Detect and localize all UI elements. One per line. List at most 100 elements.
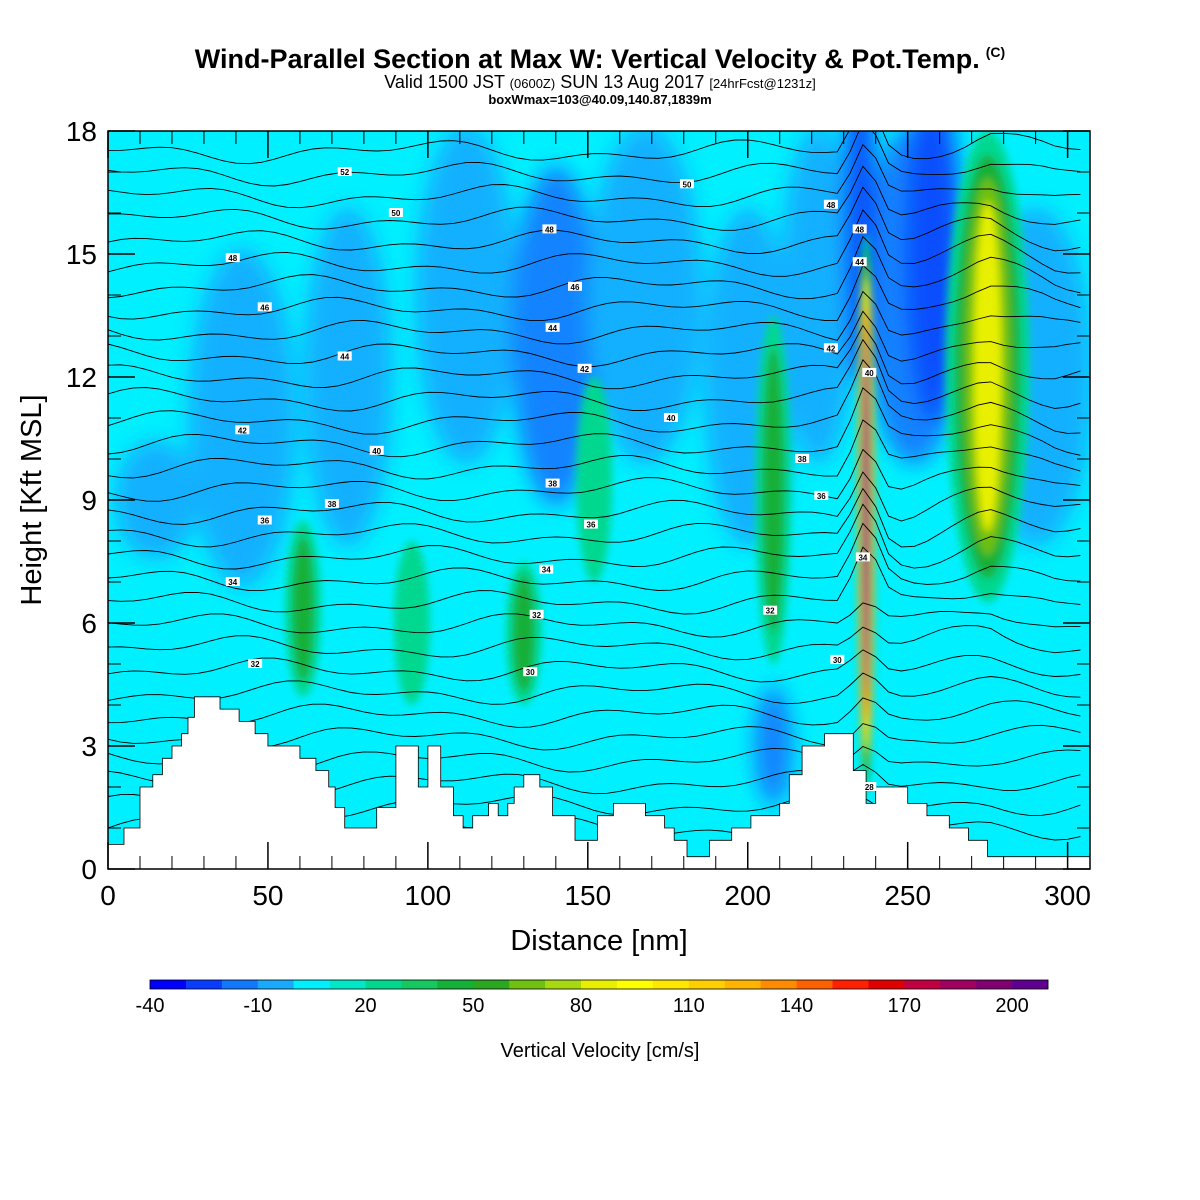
theta-isoline <box>108 448 1081 502</box>
colorbar-swatch <box>293 980 330 989</box>
valid-time: Valid 1500 JST <box>384 72 505 92</box>
isoline-label-bg <box>539 564 554 574</box>
copyright-mark: (C) <box>985 44 1006 60</box>
isoline-label: 34 <box>225 577 240 587</box>
isoline-label-bg <box>577 363 592 373</box>
theta-isoline <box>108 358 1081 435</box>
sinking-region <box>415 131 518 465</box>
colorbar-swatch <box>257 980 294 989</box>
isoline-label: 32 <box>529 609 544 620</box>
sinking-region <box>754 686 793 806</box>
isoline-label-bg <box>225 253 240 263</box>
isoline-label: 40 <box>369 445 384 456</box>
isoline-label: 32 <box>763 605 778 616</box>
isoline-label-bg <box>584 519 599 529</box>
theta-isoline <box>108 264 1081 322</box>
isoline-label: 48 <box>823 199 838 210</box>
y-tick-label: 3 <box>81 731 97 762</box>
isoline-label-bg <box>862 782 877 791</box>
colorbar-swatch <box>545 980 582 989</box>
isoline-label-bg <box>257 302 272 312</box>
colorbar-swatch <box>401 980 438 989</box>
title-main: Wind-Parallel Section at Max W: Vertical… <box>194 44 980 74</box>
isoline-label-bg <box>369 445 384 455</box>
updraft-core <box>945 131 1030 603</box>
theta-isoline <box>108 522 1081 592</box>
isoline-label: 50 <box>388 208 403 218</box>
theta-isoline <box>108 131 1081 165</box>
isoline-label: 44 <box>852 257 867 267</box>
isoline-label-bg <box>337 167 352 176</box>
updraft-band <box>513 574 535 693</box>
updraft-cores <box>285 131 1030 796</box>
isoline-label-text: 50 <box>391 209 400 218</box>
isoline-label-bg <box>852 224 867 234</box>
isoline-label-text: 42 <box>580 365 589 374</box>
colorbar-tick-label: -10 <box>243 995 272 1017</box>
y-tick-label: 0 <box>81 854 97 885</box>
isoline-label-bg <box>852 257 867 267</box>
colorbar-swatch <box>365 980 402 989</box>
isoline-label-bg <box>679 179 694 189</box>
isoline-label-text: 40 <box>865 369 874 378</box>
colorbar-frame <box>149 979 1049 990</box>
isoline-label-text: 48 <box>228 254 237 263</box>
y-tick-label: 12 <box>66 362 97 393</box>
isoline-labels: 52 50 50 48 48 48 48 46 46 44 44 44 42 42 42 40 40 40 38 38… <box>225 167 877 792</box>
updraft-band <box>292 536 314 681</box>
isoline-label: 40 <box>862 367 877 378</box>
x-tick-label: 50 <box>252 880 283 911</box>
chart-title: Wind-Parallel Section at Max W: Vertical… <box>0 44 1200 75</box>
theta-isoline <box>108 649 1081 683</box>
theta-isoline <box>108 165 1081 231</box>
isoline-label-text: 46 <box>260 303 269 312</box>
isoline-label: 34 <box>539 564 554 575</box>
sinking-region <box>587 131 703 465</box>
isoline-label-text: 32 <box>251 660 260 669</box>
theta-isoline <box>108 235 1081 300</box>
theta-isoline <box>108 290 1081 345</box>
isoline-label: 46 <box>568 281 583 292</box>
isoline-label-text: 34 <box>542 566 551 575</box>
x-tick-label: 300 <box>1044 880 1091 911</box>
colorbar-swatch <box>1012 980 1049 989</box>
theta-isoline <box>108 419 1081 480</box>
isoline-label-text: 38 <box>327 500 336 509</box>
colorbar-swatch <box>868 980 905 989</box>
isoline-label: 40 <box>663 413 678 423</box>
theta-isoline <box>108 602 1081 638</box>
isoline-label-bg <box>388 208 403 217</box>
x-tick-label: 0 <box>100 880 116 911</box>
isoline-label-bg <box>523 667 538 677</box>
isoline-label-bg <box>225 577 240 586</box>
isoline-label-bg <box>830 654 845 664</box>
updraft-core <box>576 377 613 582</box>
colorbar-tick-label: 110 <box>673 995 705 1017</box>
isoline-label-text: 42 <box>238 426 247 435</box>
updraft-core <box>505 561 542 705</box>
isoline-label-text: 28 <box>865 783 874 792</box>
theta-isoline <box>108 697 1081 728</box>
colorbar-swatch <box>652 980 690 989</box>
colorbar-tick-label: 50 <box>462 995 484 1017</box>
colorbar-swatch <box>976 980 1013 989</box>
colorbar-tick-label: 80 <box>570 995 592 1017</box>
isoline-label-bg <box>763 605 778 615</box>
isoline-label-bg <box>823 199 838 209</box>
isoline-label-bg <box>542 224 557 234</box>
colorbar-swatch <box>904 980 941 989</box>
isoline-label-text: 40 <box>372 447 381 456</box>
theta-isoline <box>108 672 1081 705</box>
terrain-profile <box>107 696 1091 870</box>
isoline-label-text: 32 <box>532 611 541 620</box>
terrain-layer <box>107 696 1091 870</box>
theta-isoline <box>108 310 1081 367</box>
isoline-label: 42 <box>823 343 838 353</box>
theta-isoline <box>108 186 1081 254</box>
isoline-label-text: 36 <box>587 521 596 530</box>
isoline-label-bg <box>862 367 877 377</box>
isoline-label-bg <box>337 351 352 361</box>
isoline-label-text: 36 <box>817 492 826 501</box>
isoline-label-text: 42 <box>826 344 835 353</box>
isoline-label: 44 <box>337 351 352 362</box>
